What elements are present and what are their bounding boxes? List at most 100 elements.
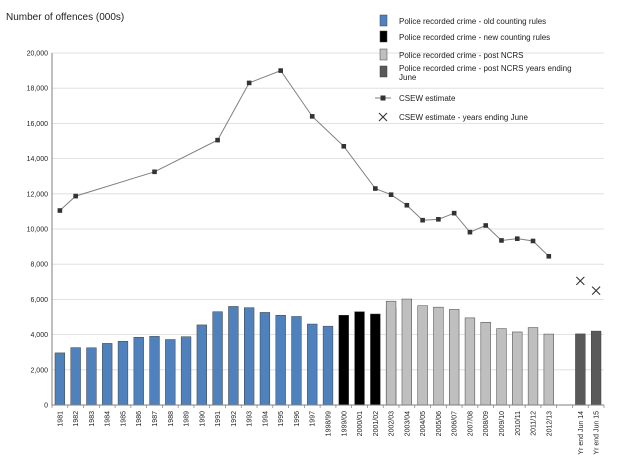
line-point — [278, 68, 283, 73]
x-tick-labels: 1981 1982 1983 1984 1985 1986 1987 1988 1989 1990… — [57, 411, 600, 455]
legend-swatch — [378, 112, 388, 122]
legend: Police recorded crime - old counting rul… — [375, 14, 572, 122]
legend-swatch — [379, 14, 388, 27]
line-point — [483, 223, 489, 228]
line-point — [530, 238, 536, 244]
cross-point — [591, 286, 601, 295]
csew-line — [57, 68, 601, 295]
y-tick-label: 0 — [44, 403, 48, 410]
bar — [449, 309, 460, 406]
x-tick-label: 1999/00 — [341, 411, 348, 436]
y-tick-label: 14,000 — [27, 156, 49, 163]
bar — [385, 300, 397, 406]
legend-label: Police recorded crime - post NCRS — [399, 51, 523, 60]
line-point — [451, 210, 457, 216]
bar — [228, 306, 239, 406]
bar — [433, 306, 444, 406]
x-tick-label: 1985 — [120, 411, 127, 427]
bar — [180, 336, 192, 406]
x-tick-label: 1988 — [168, 411, 175, 427]
bar — [307, 323, 318, 406]
line-point — [309, 114, 315, 119]
bar — [590, 330, 602, 406]
y-tick-labels: 0 2,000 4,000 6,000 8,000 10,000 12,000 14,000 1… — [27, 51, 49, 410]
x-tick-label: 1991 — [215, 411, 222, 427]
line-point — [514, 236, 520, 241]
legend-item: Police recorded crime - post NCRS years … — [379, 64, 572, 82]
x-tick-label: 1987 — [152, 411, 159, 427]
x-tick-label: 1989 — [184, 411, 191, 427]
x-tick-label: 2005/06 — [436, 411, 443, 436]
bar — [464, 317, 476, 406]
legend-item: CSEW estimate — [375, 94, 456, 103]
x-tick-label: 2009/10 — [499, 411, 506, 436]
legend-swatch — [380, 95, 386, 101]
axes — [51, 53, 605, 408]
bar — [86, 347, 97, 406]
x-tick-label: Yr end Jun 14 — [578, 411, 585, 455]
x-tick-label: 1993 — [247, 411, 254, 427]
legend-label: Police recorded crime - old counting rul… — [399, 17, 546, 26]
bar — [133, 336, 144, 406]
line-point — [73, 193, 78, 199]
y-axis-title: Number of offences (000s) — [6, 12, 124, 23]
cross-point — [575, 276, 585, 286]
legend-label-line: Police recorded crime - post NCRS years … — [399, 64, 572, 73]
bar — [354, 311, 365, 406]
bar — [196, 324, 207, 406]
x-tick-label: 1994 — [262, 411, 269, 427]
line-point — [152, 169, 157, 175]
bar — [543, 333, 554, 406]
x-tick-label: 2011/12 — [531, 411, 538, 436]
bar — [149, 336, 160, 406]
x-tick-label: 1982 — [73, 411, 80, 427]
bar — [338, 314, 349, 406]
line-point — [373, 186, 378, 191]
line-point — [388, 192, 394, 197]
y-tick-label: 12,000 — [27, 191, 49, 198]
bar — [527, 327, 539, 406]
x-tick-label: 2010/11 — [515, 411, 522, 436]
line-point — [341, 143, 347, 149]
y-tick-label: 10,000 — [27, 227, 49, 234]
bar — [212, 311, 223, 406]
y-tick-label: 8,000 — [30, 262, 48, 269]
legend-label: CSEW estimate — [399, 94, 456, 103]
series-line — [59, 69, 550, 257]
bar — [496, 328, 507, 406]
legend-swatch — [379, 48, 388, 61]
legend-swatch — [379, 30, 388, 43]
line-point — [404, 202, 410, 208]
x-tick-label: 2003/04 — [404, 411, 411, 436]
x-tick-label: 1990 — [199, 411, 206, 427]
legend-swatch — [379, 65, 388, 78]
x-tick-label: 1984 — [105, 411, 112, 427]
x-tick-label: 1983 — [89, 411, 96, 427]
bar — [117, 341, 129, 406]
y-tick-label: 2,000 — [30, 367, 48, 374]
y-tick-label: 6,000 — [30, 297, 48, 304]
bar — [322, 325, 334, 406]
bar — [102, 343, 113, 406]
bar — [70, 347, 81, 406]
line-point — [420, 217, 425, 223]
legend-item: Police recorded crime - old counting rul… — [379, 14, 546, 27]
x-tick-label: 1995 — [278, 411, 285, 427]
y-tick-label: 20,000 — [27, 51, 49, 58]
line-point — [246, 80, 252, 86]
line-point — [57, 208, 63, 213]
line-point — [467, 229, 473, 235]
bar — [259, 312, 271, 406]
line-point — [499, 238, 504, 243]
legend-item: Police recorded crime - post NCRS — [379, 48, 523, 61]
x-tick-label: 2002/03 — [389, 411, 396, 436]
y-tick-label: 4,000 — [30, 332, 48, 339]
line-point — [215, 137, 220, 143]
x-tick-label: 1998/99 — [326, 411, 333, 436]
bar — [480, 322, 491, 406]
cross-stroke — [575, 276, 585, 286]
legend-label: Police recorded crime - new counting rul… — [399, 33, 550, 42]
bar — [417, 305, 428, 406]
x-tick-label: 2012/13 — [546, 411, 553, 436]
